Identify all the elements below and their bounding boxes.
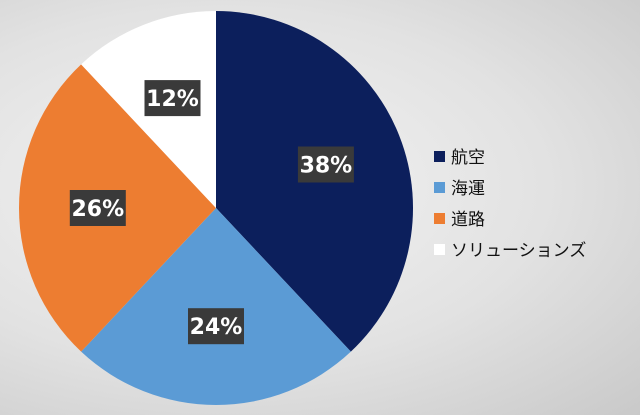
data-label-2: 26% — [69, 190, 126, 226]
data-label-text-3: 12% — [146, 87, 199, 112]
data-label-box-1 — [188, 308, 244, 345]
legend-label-2: 道路 — [451, 210, 485, 230]
legend-label-0: 航空 — [451, 148, 485, 168]
legend-label-1: 海運 — [451, 179, 485, 199]
data-label-text-2: 26% — [71, 197, 124, 222]
legend-swatch-1 — [434, 182, 445, 193]
legend-swatch-2 — [434, 213, 445, 224]
data-label-0: 38% — [297, 146, 354, 183]
legend-item-2: 道路 — [434, 210, 485, 230]
legend-swatch-3 — [434, 244, 445, 255]
data-labels: 38% 24% 26% 12% — [69, 80, 354, 345]
data-label-3: 12% — [144, 80, 201, 117]
legend-label-3: ソリューションズ — [451, 241, 586, 261]
legend-swatch-0 — [434, 151, 445, 162]
data-label-box-3 — [144, 80, 201, 117]
data-label-text-0: 38% — [300, 154, 353, 179]
legend-item-0: 航空 — [434, 148, 485, 168]
pie-slice-1 — [81, 208, 351, 406]
data-label-1: 24% — [188, 308, 244, 345]
data-label-box-0 — [297, 146, 354, 183]
data-label-box-2 — [69, 190, 126, 226]
data-label-text-1: 24% — [190, 315, 243, 340]
legend-item-3: ソリューションズ — [434, 241, 586, 261]
legend-item-1: 海運 — [434, 179, 485, 199]
